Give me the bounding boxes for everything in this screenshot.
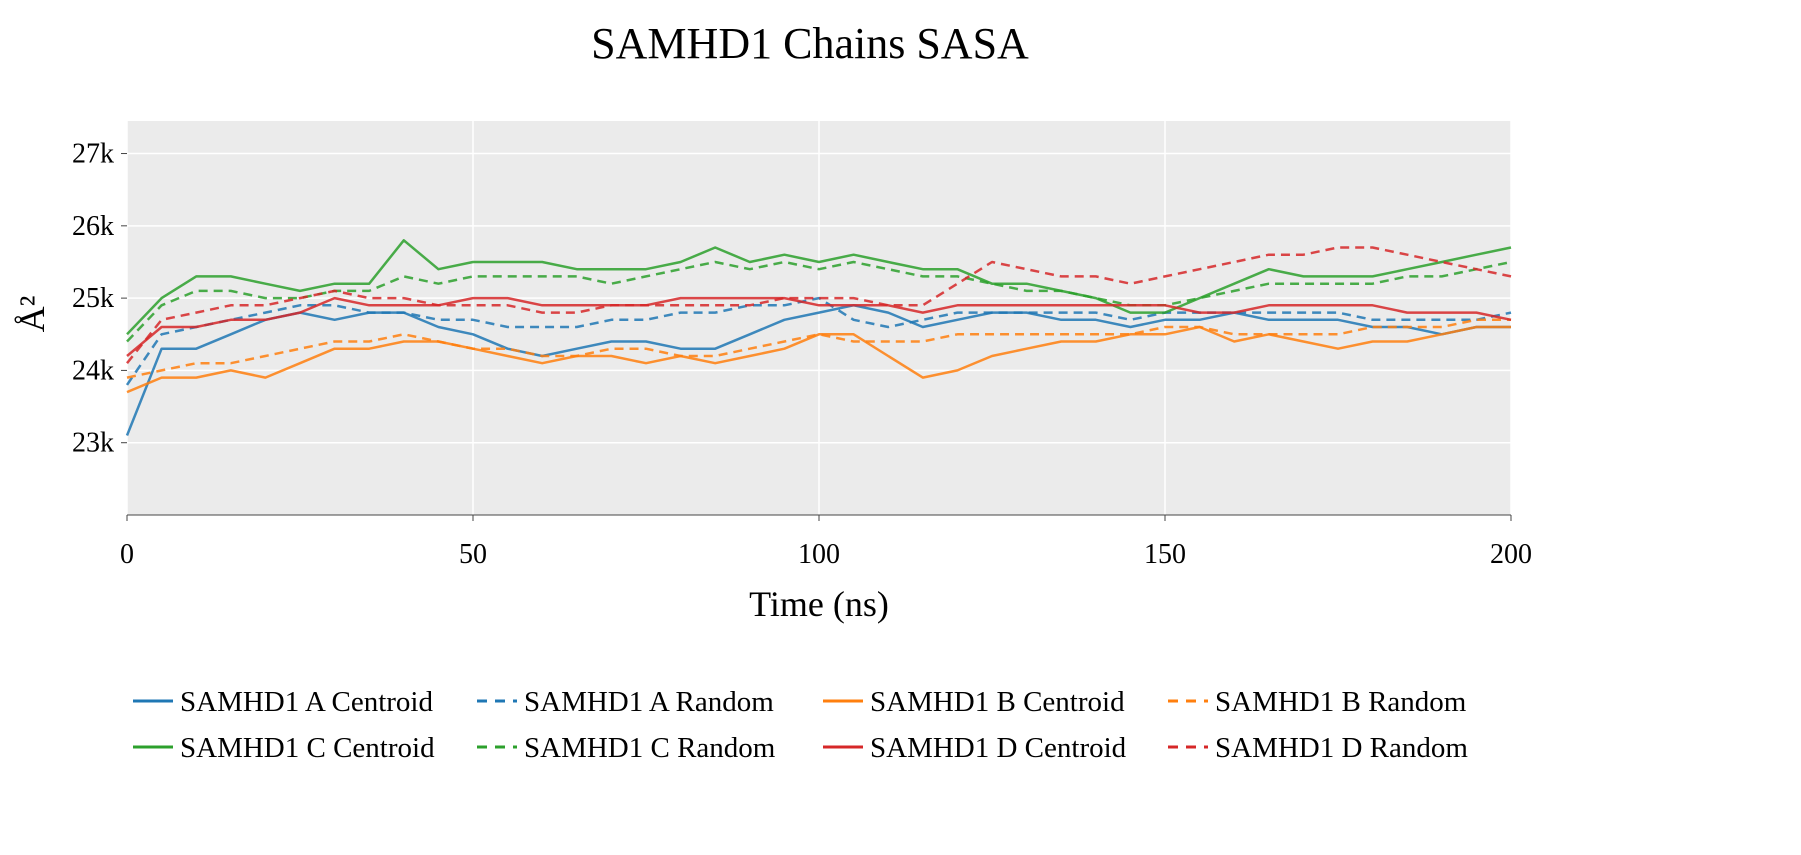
x-tick-label: 100 [798, 539, 840, 570]
series-line-samhd1-b-centroid [126, 325, 1511, 394]
chart-title: SAMHD1 Chains SASA [591, 19, 1029, 68]
legend-label: SAMHD1 C Centroid [180, 732, 435, 764]
y-axis-title: Å² [12, 296, 52, 333]
legend-label: SAMHD1 D Centroid [870, 732, 1127, 764]
axis-layer: 0 50 100 150 200 23k 24k 25k 26k 27k [72, 139, 1532, 570]
series-line-samhd1-c-random [126, 260, 1512, 343]
series-line-samhd1-c-centroid [126, 239, 1512, 336]
legend-label: SAMHD1 B Random [1215, 686, 1467, 718]
series-line-samhd1-d-random [126, 246, 1512, 364]
grid-lines [126, 121, 1512, 515]
y-tick-label: 23k [72, 428, 114, 459]
legend: SAMHD1 A Centroid SAMHD1 A Random SAMHD1 B… [133, 686, 1468, 764]
series-line-samhd1-a-centroid [125, 304, 1511, 436]
x-tick-label: 0 [120, 539, 134, 570]
x-tick-label: 50 [459, 539, 487, 570]
legend-label: SAMHD1 B Centroid [870, 686, 1125, 718]
y-tick-label: 25k [72, 283, 114, 314]
x-axis-title: Time (ns) [749, 584, 889, 624]
legend-label: SAMHD1 D Random [1215, 732, 1468, 764]
legend-label: SAMHD1 A Random [524, 686, 774, 718]
series-line-samhd1-a-random [125, 296, 1512, 386]
y-tick-label: 26k [72, 211, 114, 242]
legend-label: SAMHD1 C Random [524, 732, 776, 764]
legend-label: SAMHD1 A Centroid [180, 686, 433, 718]
x-tick-label: 200 [1490, 539, 1532, 570]
series-layer [125, 239, 1512, 436]
y-tick-label: 24k [72, 355, 114, 386]
series-line-samhd1-d-centroid [126, 296, 1512, 357]
x-tick-label: 150 [1144, 539, 1186, 570]
y-tick-label: 27k [72, 139, 114, 170]
